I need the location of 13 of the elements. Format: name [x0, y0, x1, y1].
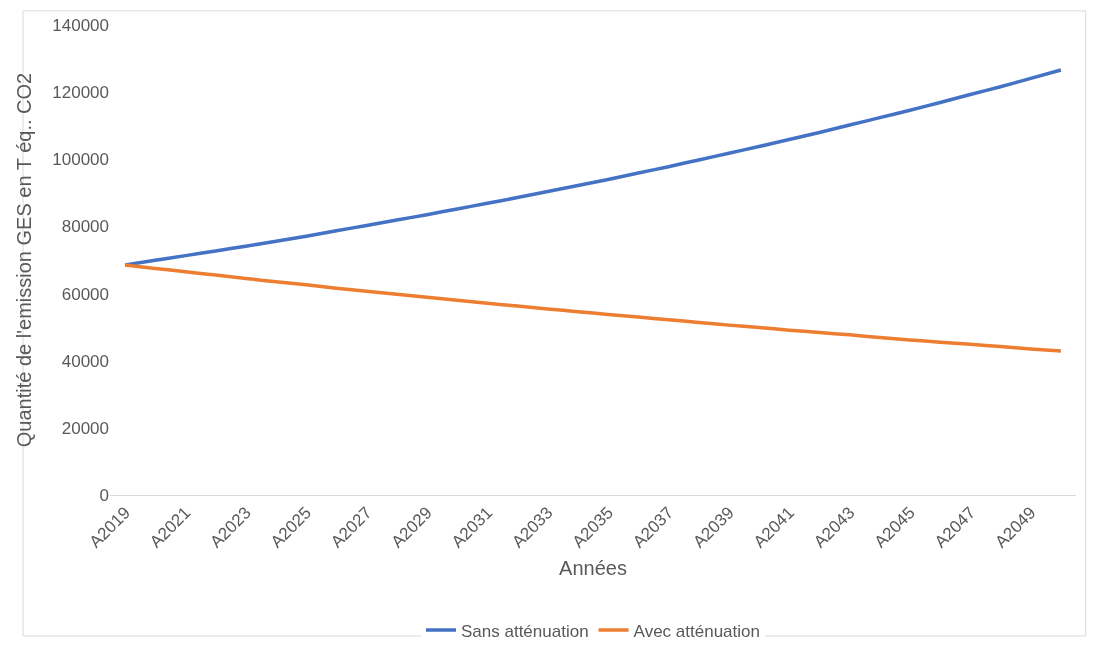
y-tick-label: 100000	[52, 150, 109, 170]
y-tick-label: 60000	[61, 284, 109, 304]
legend-label: Avec atténuation	[633, 621, 760, 641]
y-tick-label: 0	[99, 485, 109, 505]
y-tick-label: 140000	[52, 15, 109, 35]
y-tick-label: 80000	[61, 217, 109, 237]
y-axis-title: Quantité de l'emission GES en T éq.. CO2	[12, 72, 35, 448]
y-tick-label: 120000	[52, 83, 109, 103]
y-tick-label: 40000	[61, 351, 109, 371]
legend-label: Sans atténuation	[461, 621, 589, 641]
y-tick-label: 20000	[61, 418, 109, 438]
line-series	[123, 263, 1063, 353]
x-axis-title: Années	[559, 557, 627, 580]
